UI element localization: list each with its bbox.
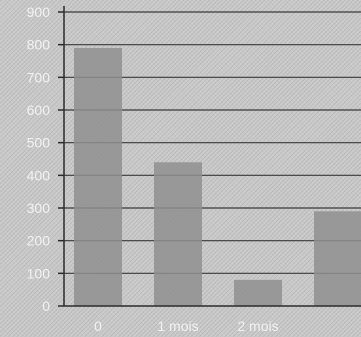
y-tick-label-100: 100 bbox=[27, 265, 51, 281]
y-tick-label-700: 700 bbox=[27, 69, 51, 85]
y-tick-label-900: 900 bbox=[27, 4, 51, 20]
bars bbox=[74, 47, 361, 306]
x-tick-labels: 0 1 mois 2 mois bbox=[94, 318, 279, 334]
bar-0 bbox=[74, 47, 122, 306]
y-tick-label-300: 300 bbox=[27, 200, 51, 216]
y-tick-label-600: 600 bbox=[27, 102, 51, 118]
y-tick-label-800: 800 bbox=[27, 37, 51, 53]
x-tick-label-2: 2 mois bbox=[237, 318, 278, 334]
y-tick-labels: 0 100 200 300 400 500 600 700 800 900 bbox=[27, 4, 64, 314]
x-tick-label-1: 1 mois bbox=[157, 318, 198, 334]
bar-1 mois bbox=[154, 162, 202, 306]
y-tick-label-200: 200 bbox=[27, 233, 51, 249]
y-tick-label-0: 0 bbox=[42, 298, 50, 314]
x-tick-label-0: 0 bbox=[94, 318, 102, 334]
bar-unlabeled-3 bbox=[314, 211, 361, 306]
y-tick-label-400: 400 bbox=[27, 167, 51, 183]
bar-2 mois bbox=[234, 279, 282, 306]
y-tick-label-500: 500 bbox=[27, 135, 51, 151]
